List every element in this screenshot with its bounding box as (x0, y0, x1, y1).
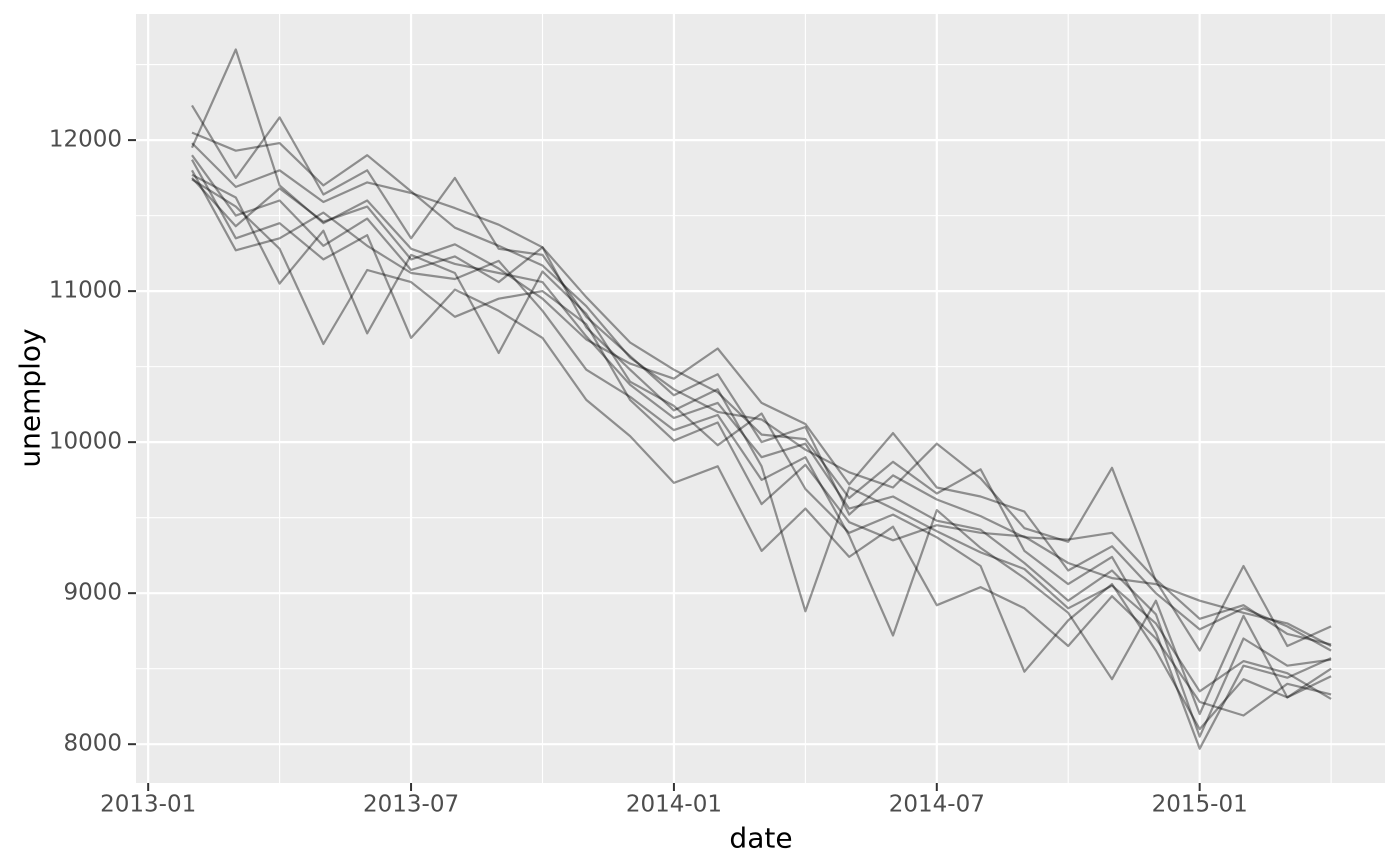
y-tick-label: 12000 (48, 126, 122, 153)
x-axis-title: date (729, 821, 793, 855)
series-3-line (191, 154, 1332, 700)
series-10-line (191, 173, 1332, 731)
x-tick-label: 2013-07 (362, 791, 460, 818)
series-2-line (191, 104, 1332, 646)
y-tick-label: 8000 (63, 730, 122, 757)
y-tick-label: 10000 (48, 428, 122, 455)
series-4-line (191, 169, 1332, 716)
series-8-line (191, 142, 1332, 750)
y-tick-label: 9000 (63, 579, 122, 606)
x-tick-label: 2013-01 (100, 791, 197, 818)
line-series-group (190, 48, 1332, 750)
x-tick-label: 2015-01 (1151, 791, 1248, 818)
y-axis-title: unemploy (13, 328, 47, 468)
series-5-line (191, 131, 1332, 652)
x-tick-label: 2014-07 (888, 791, 985, 818)
x-tick-label: 2014-01 (625, 791, 722, 818)
y-tick-label: 11000 (48, 277, 122, 304)
series-7-line (191, 178, 1332, 647)
series-9-line (191, 159, 1332, 717)
series-1-line (190, 48, 1332, 738)
series-6-line (191, 177, 1332, 652)
